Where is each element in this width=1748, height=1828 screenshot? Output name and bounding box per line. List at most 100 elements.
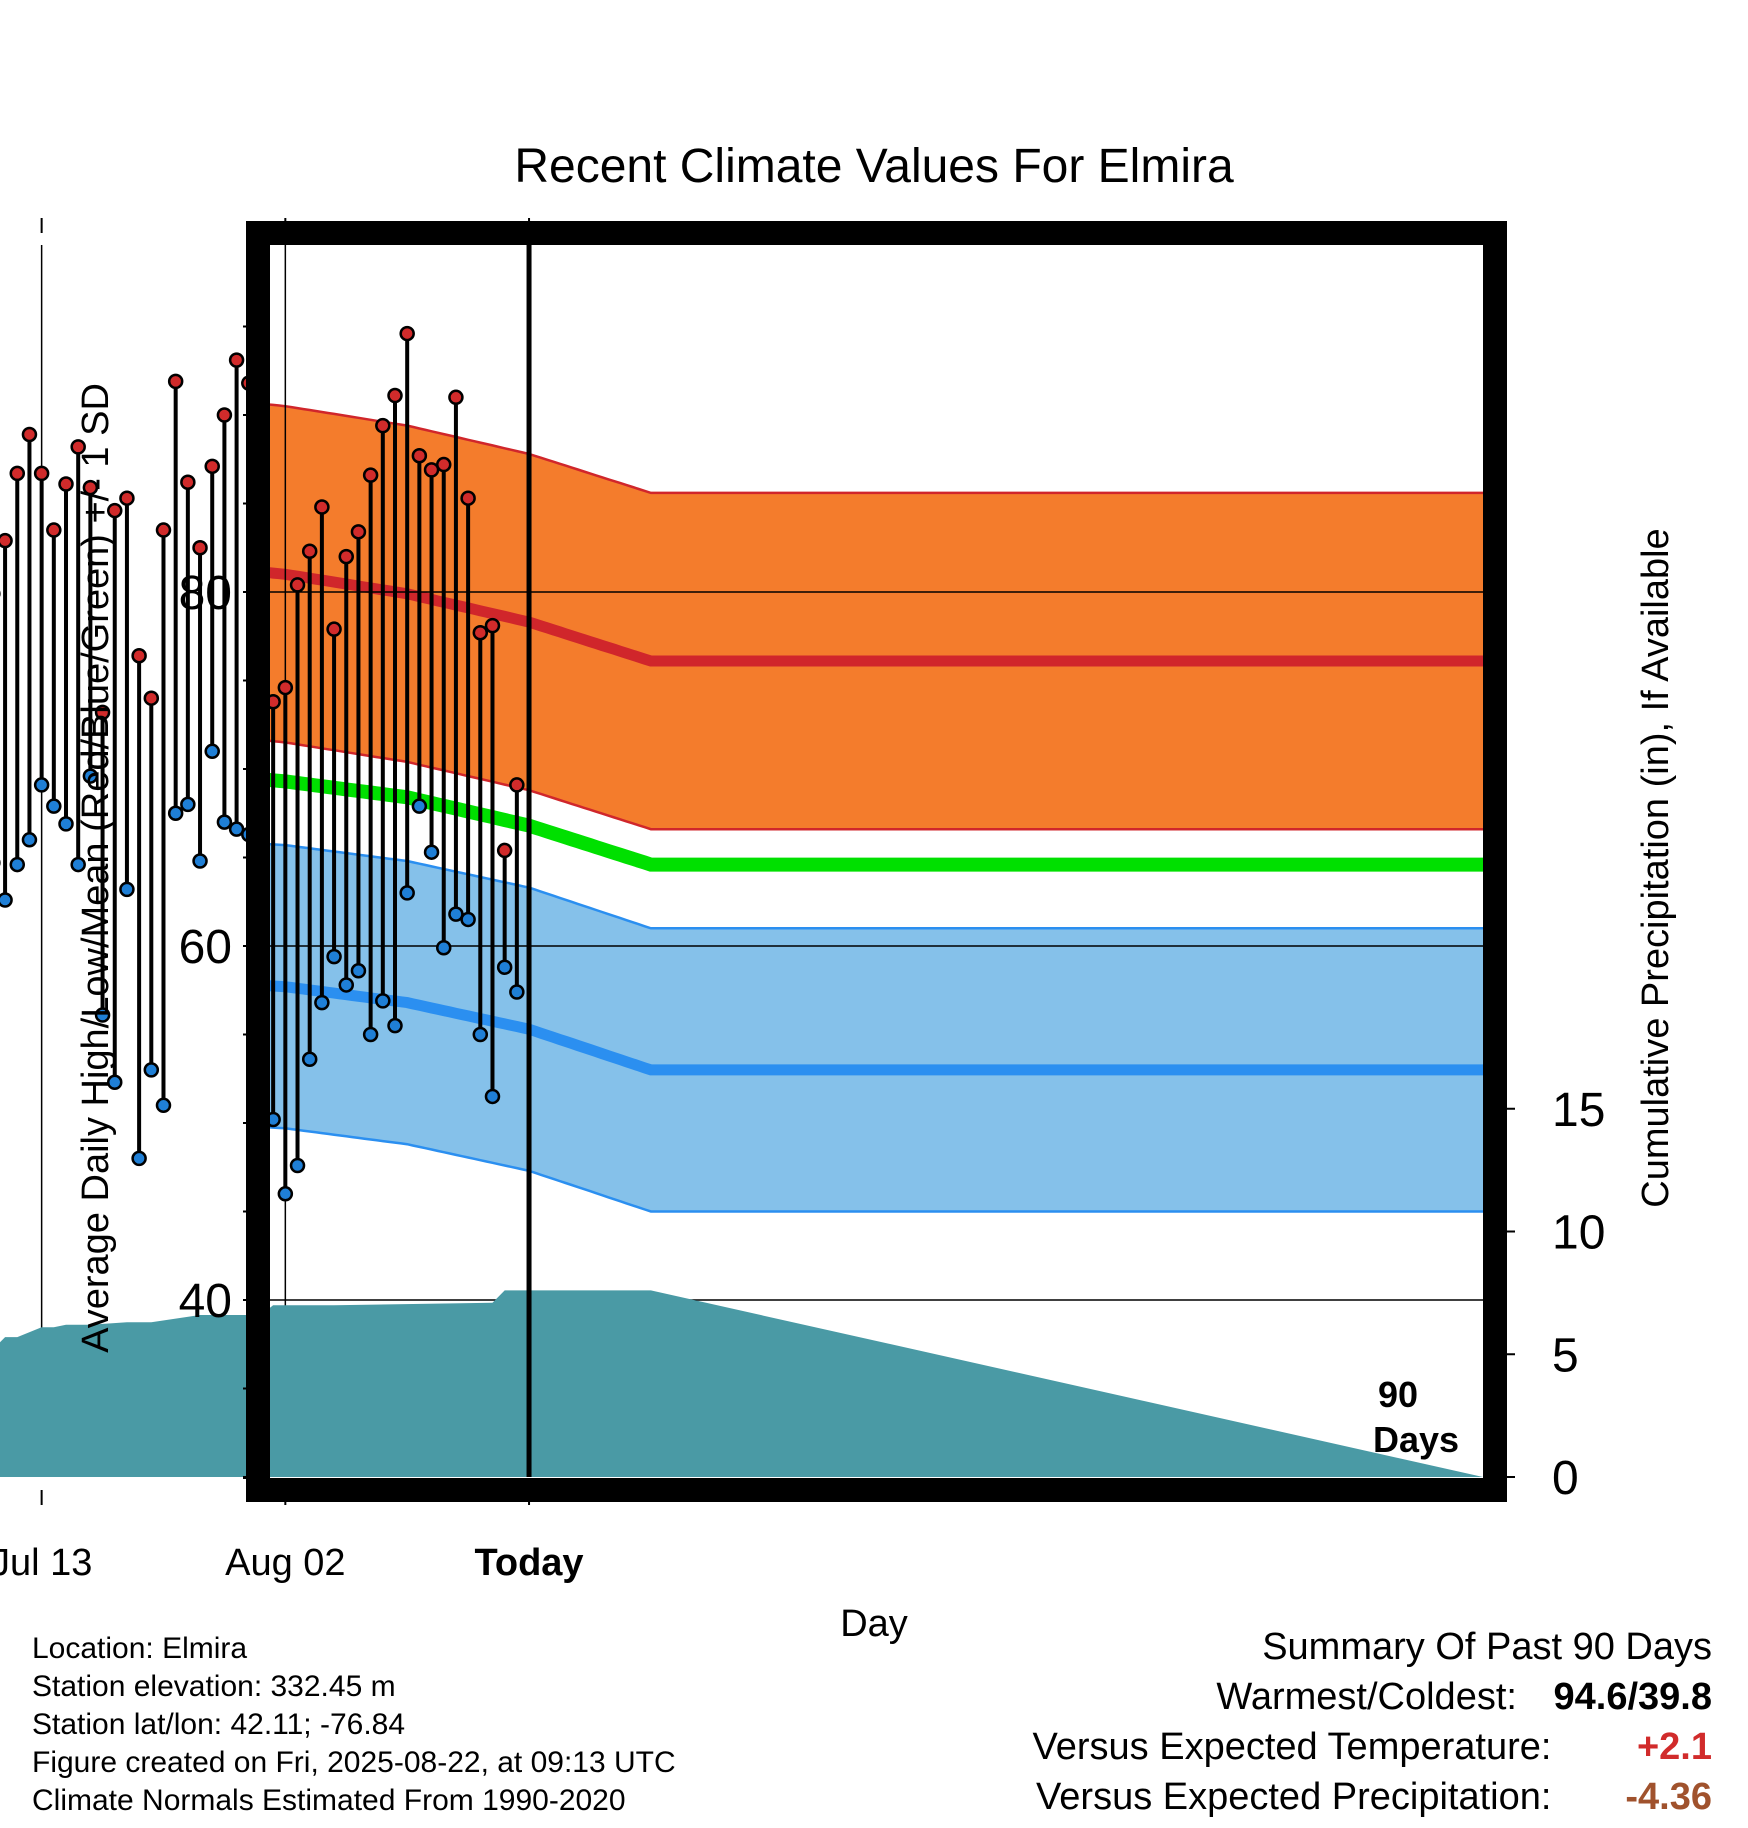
low-point [33,777,50,793]
high-point [472,624,489,641]
low-point [119,881,135,898]
precipitation-anomaly-row: Versus Expected Precipitation: -4.36 [1033,1772,1712,1822]
high-point [411,447,428,464]
low-point [70,856,86,873]
high-point [484,617,501,634]
low-point [94,1007,111,1023]
high-point [155,522,172,538]
low-point [58,816,74,832]
y-tick-label: 80 [179,567,232,620]
low-point [204,743,220,760]
high-point [192,540,208,556]
temperature-anomaly-row: Versus Expected Temperature: +2.1 [1033,1722,1712,1772]
elevation-text: Station elevation: 332.45 m [32,1670,396,1703]
high-sd-upper-line [270,403,1483,495]
warmest-coldest-value: 94.6/39.8 [1553,1676,1712,1718]
high-point [460,490,476,506]
high-point [70,439,86,455]
normal-bands [270,403,1483,1213]
high-point [82,479,99,496]
low-point [46,798,62,814]
high-point [0,532,13,549]
high-point [106,502,123,519]
y2-tick-label: 15 [1552,1084,1605,1137]
today-label-days: 90 [1378,1374,1418,1415]
low-point [399,885,415,901]
high-point [375,417,391,434]
low-point [82,768,99,784]
low-point [362,1026,379,1043]
low-point [192,853,208,869]
low-point [484,1088,501,1105]
warmest-coldest-label: Warmest/Coldest: [1216,1676,1517,1718]
low-point [387,1017,403,1034]
normal-low-line [270,980,1483,1076]
high-point [131,647,147,664]
low-point [460,911,476,928]
high-point [362,467,379,483]
high-point [33,465,50,482]
summary-heading: Summary Of Past 90 Days [1262,1626,1712,1668]
chart-title: Recent Climate Values For Elmira [514,140,1234,193]
today-label-line2: Days [1373,1419,1459,1460]
high-sd-band [270,404,1483,830]
low-point [277,1186,294,1202]
low-point [180,796,196,813]
high-point [9,465,26,482]
low-point [326,948,342,965]
normals-text: Climate Normals Estimated From 1990-2020 [32,1784,626,1817]
y-axis-label: Average Daily High/Low/Mean (Red/Blue/Gr… [75,383,117,1353]
high-point [301,543,318,560]
high-point [143,690,160,706]
low-point [375,993,391,1009]
station-info: Location: Elmira Station elevation: 332.… [32,1630,676,1820]
high-point [496,842,513,859]
high-point [435,456,452,473]
high-point [277,679,294,696]
low-point [155,1097,172,1114]
low-point [509,984,525,1000]
low-sd-upper-line [270,842,1483,930]
low-sd-lower-line [270,1126,1483,1213]
low-point [435,940,452,956]
high-sd-lower-line [270,739,1483,831]
precipitation-anomaly-label: Versus Expected Precipitation: [1036,1776,1552,1818]
high-point [228,352,245,368]
low-point [350,963,367,979]
low-point [131,1150,147,1167]
temperature-anomaly-label: Versus Expected Temperature: [1032,1726,1552,1768]
low-point [143,1062,160,1078]
x-tick-label: Jul 13 [0,1542,92,1584]
x-tick-label: Today [474,1542,583,1584]
low-point [314,994,330,1011]
low-point [9,856,26,873]
low-point [448,906,464,922]
precipitation-anomaly-value: -4.36 [1625,1776,1712,1818]
high-point [216,407,233,423]
low-point [301,1051,318,1068]
high-point [314,499,330,515]
high-point [21,426,38,443]
low-point [167,805,184,821]
low-point [338,977,355,993]
high-point [46,522,62,538]
high-point [509,777,525,793]
high-point [399,325,415,342]
low-point [106,1074,123,1091]
low-point [0,892,13,908]
low-point [21,832,38,848]
high-point [167,373,184,390]
x-tick-label: Aug 02 [225,1542,345,1584]
low-point [411,798,428,814]
summary-panel: Summary Of Past 90 Days Warmest/Coldest:… [1033,1622,1712,1822]
high-point [326,621,342,637]
high-point [387,387,403,404]
normal-high-line [270,567,1483,667]
low-point [216,814,233,830]
warmest-coldest-row: Warmest/Coldest: 94.6/39.8 [1033,1672,1712,1722]
temperature-anomaly-value: +2.1 [1636,1726,1712,1768]
precipitation-fill [0,1290,1483,1477]
y-tick-label: 60 [179,921,232,974]
